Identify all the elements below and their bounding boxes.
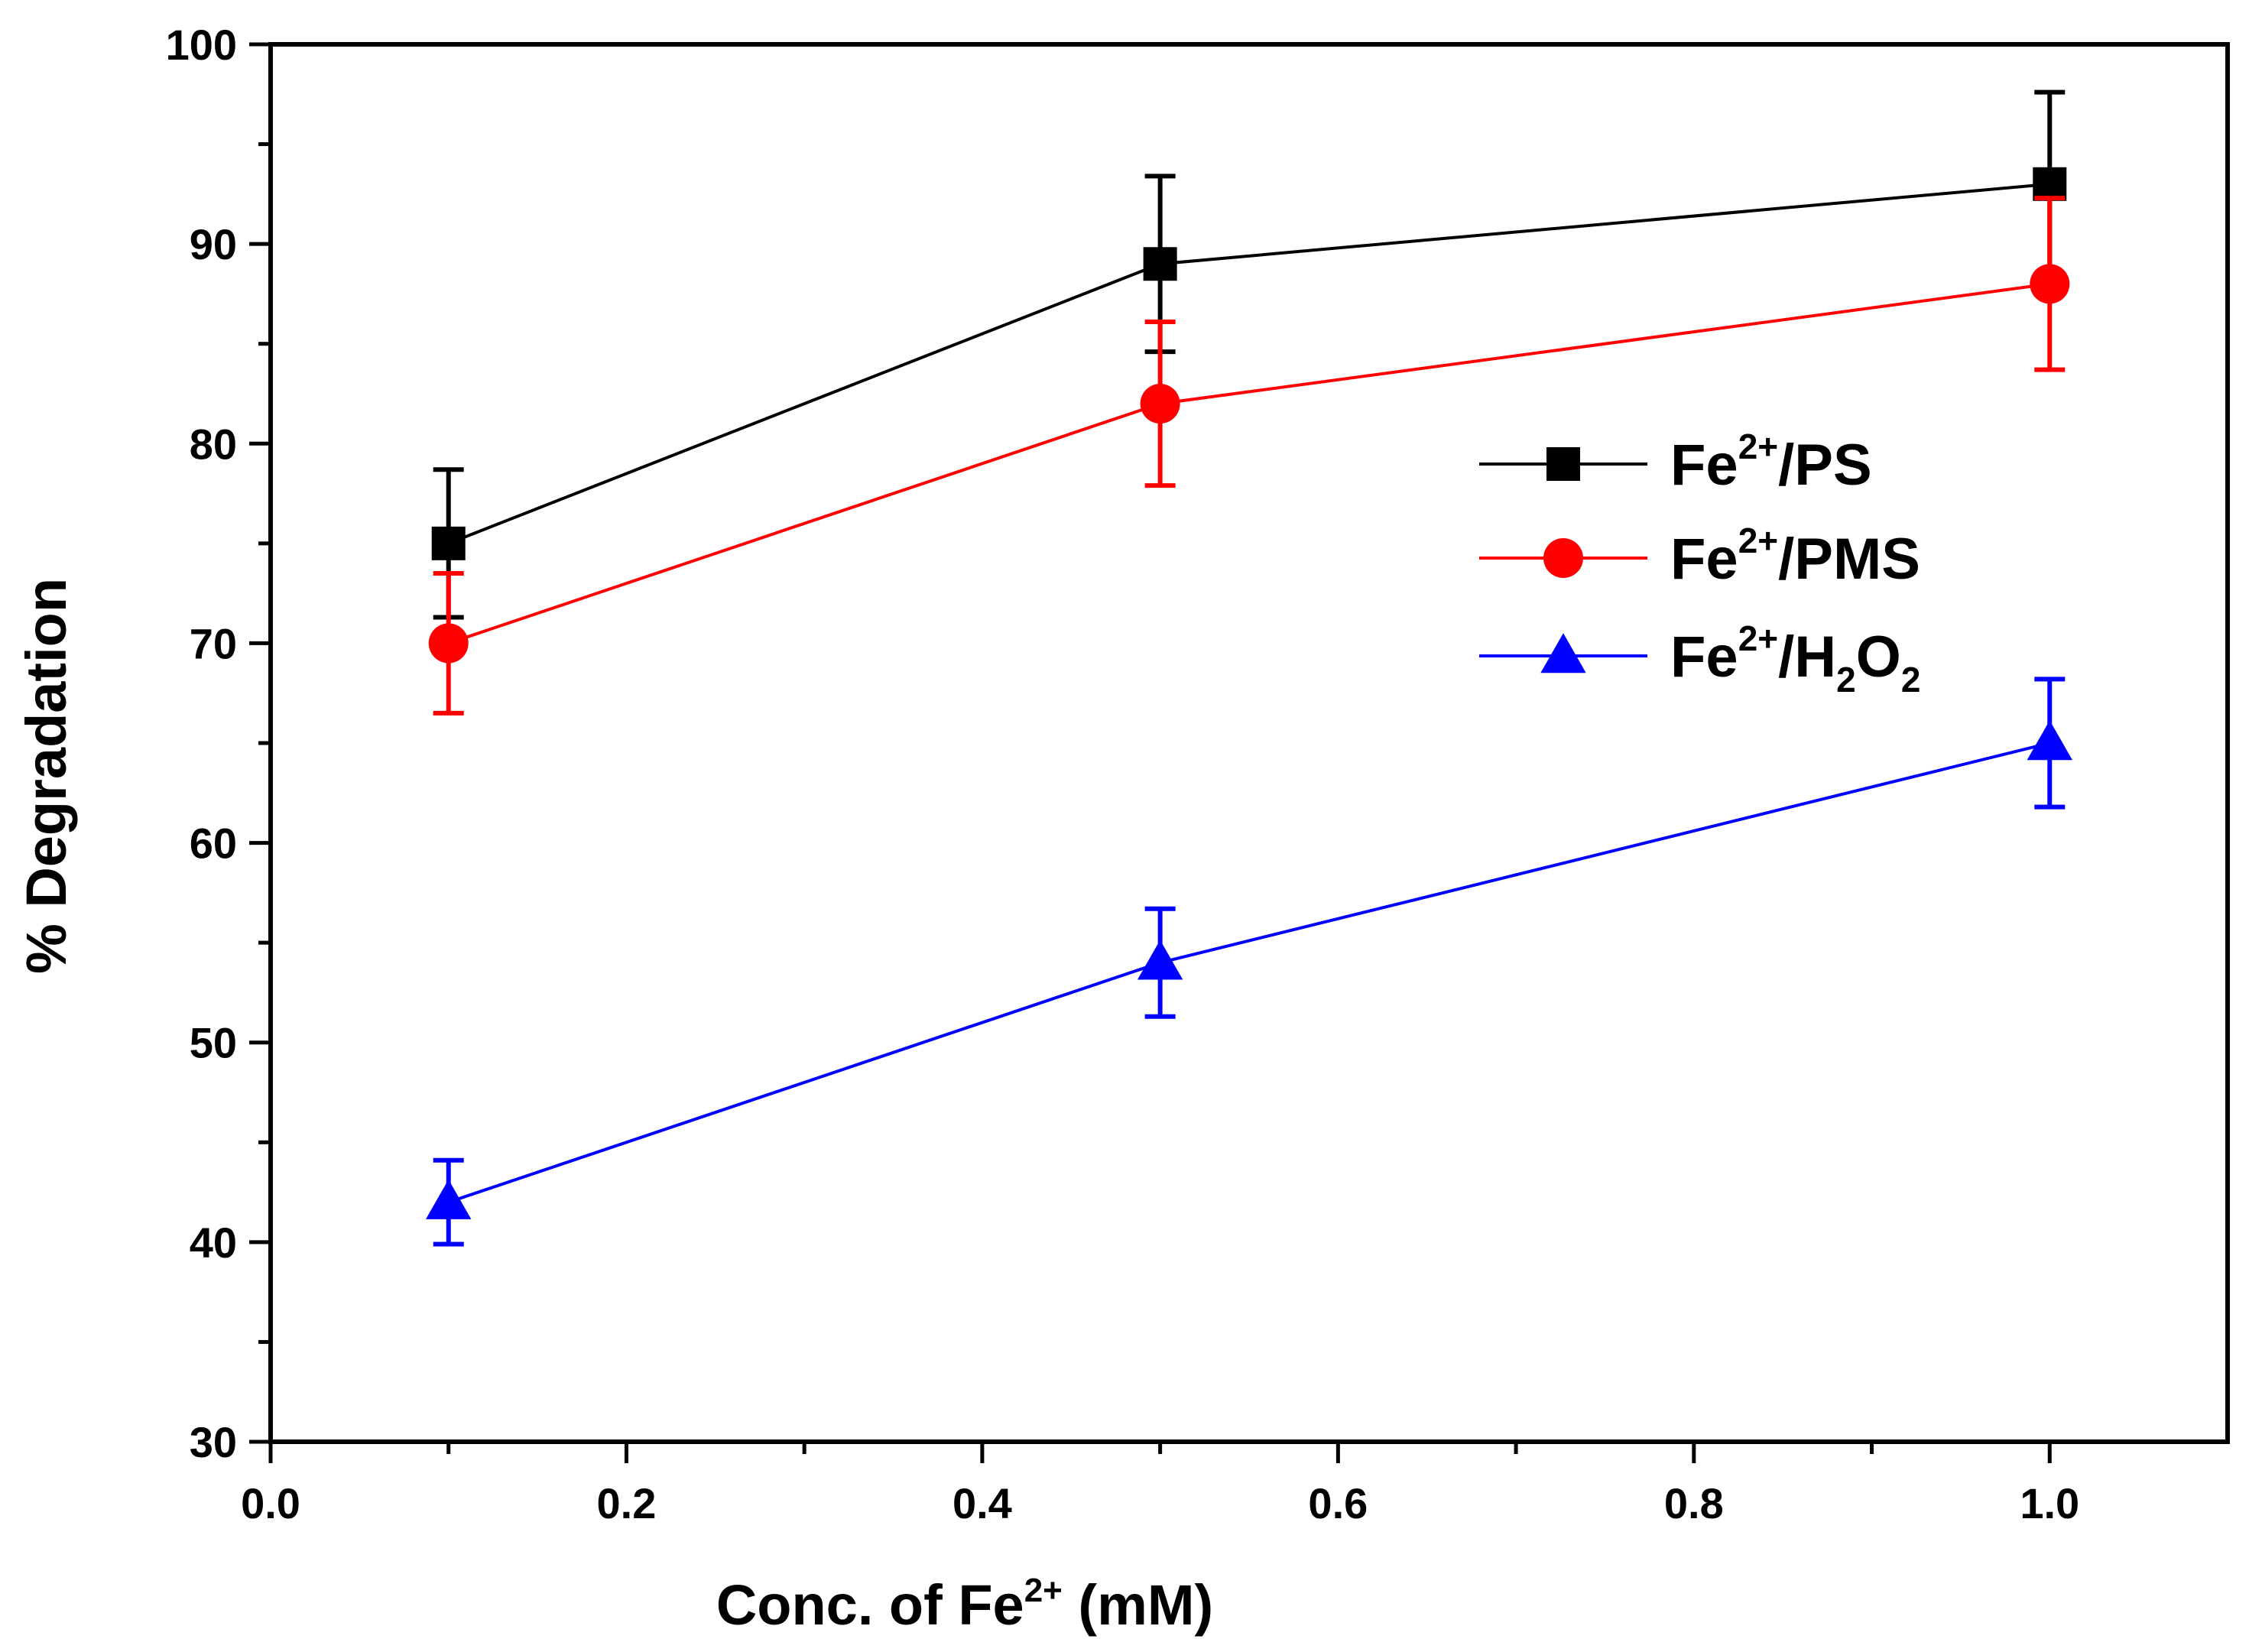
legend-label-part: Fe — [1670, 527, 1738, 592]
legend-label-part: Fe — [1670, 625, 1738, 690]
y-tick-label: 40 — [190, 1219, 237, 1267]
plot-frame — [268, 42, 2230, 1444]
legend-label-part: 2+ — [1738, 521, 1778, 560]
legend-label-part: 2 — [1836, 660, 1856, 699]
data-point — [2027, 720, 2072, 761]
series-circle — [428, 196, 2070, 716]
legend-item: Fe2+/PS — [1479, 427, 1872, 498]
x-tick-label: 0.6 — [1308, 1479, 1368, 1527]
y-tick-label: 100 — [166, 21, 237, 69]
series-triangle — [426, 677, 2072, 1247]
y-axis-title: % Degradation — [15, 578, 78, 974]
data-point — [428, 623, 469, 664]
legend-label: Fe2+/H2O2 — [1670, 618, 1920, 699]
legend-marker — [1543, 538, 1583, 578]
x-axis-title: Conc. of Fe2+ (mM) — [716, 1572, 1213, 1637]
x-axis-title-main: Conc. of Fe — [716, 1573, 1024, 1637]
y-tick-label: 70 — [190, 619, 237, 667]
data-point — [1143, 247, 1177, 281]
x-axis-title-sup: 2+ — [1024, 1572, 1063, 1609]
legend-label-part: 2 — [1901, 660, 1921, 699]
legend-label-part: Fe — [1670, 433, 1738, 498]
data-point — [426, 1179, 472, 1219]
legend-item: Fe2+/H2O2 — [1479, 618, 1920, 699]
series-square — [431, 89, 2067, 620]
y-tick-label: 90 — [190, 220, 237, 268]
x-tick-label: 0.4 — [952, 1479, 1012, 1527]
legend-label-part: /PMS — [1778, 527, 1920, 592]
data-point — [2033, 167, 2067, 201]
legend-marker — [1546, 447, 1580, 481]
legend-label-part: 2+ — [1738, 427, 1778, 466]
plot-area — [268, 42, 2230, 1444]
legend-label-part: O — [1856, 625, 1901, 690]
x-axis: 0.0 0.2 0.4 0.6 0.8 1.0 — [241, 1442, 2079, 1527]
y-tick-label: 80 — [190, 420, 237, 468]
y-axis: 30 40 50 60 70 80 90 100 — [166, 21, 271, 1466]
legend-marker — [1540, 633, 1586, 673]
x-tick-label: 0.8 — [1664, 1479, 1724, 1527]
legend-label: Fe2+/PMS — [1670, 521, 1920, 592]
data-point — [1140, 384, 1180, 424]
x-tick-label: 0.2 — [597, 1479, 657, 1527]
legend-label-part: /H — [1778, 625, 1836, 690]
data-point — [431, 526, 466, 560]
data-point — [2030, 264, 2070, 304]
y-tick-label: 50 — [190, 1019, 237, 1067]
legend-label-part: /PS — [1778, 433, 1872, 498]
series-layer — [426, 89, 2072, 1247]
x-tick-label: 0.0 — [241, 1479, 300, 1527]
y-tick-label: 60 — [190, 820, 237, 868]
data-point — [1137, 940, 1183, 980]
legend-label-part: 2+ — [1738, 618, 1778, 658]
series-line — [448, 742, 2050, 1204]
x-axis-title-tail: (mM) — [1063, 1573, 1213, 1637]
x-tick-label: 1.0 — [2020, 1479, 2079, 1527]
legend-item: Fe2+/PMS — [1479, 521, 1920, 592]
legend-label: Fe2+/PS — [1670, 427, 1872, 498]
y-tick-label: 30 — [190, 1418, 237, 1466]
